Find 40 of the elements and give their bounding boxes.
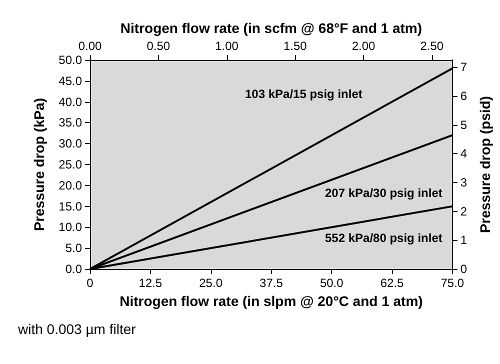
x-tick-label: 25.0 xyxy=(199,276,223,290)
x2-tick-label: 1.50 xyxy=(283,39,308,53)
annotation: 207 kPa/30 psig inlet xyxy=(325,186,442,200)
y2-tick-label: 3 xyxy=(460,176,468,190)
y-tick-label: 50.0 xyxy=(58,53,82,67)
y-tick-label: 40.0 xyxy=(58,94,82,109)
y-tick-label: 20.0 xyxy=(58,178,82,192)
y2-tick-label: 7 xyxy=(460,60,468,74)
y2-tick-label: 5 xyxy=(460,118,468,132)
x-tick-label: 62.5 xyxy=(380,276,404,290)
x2-tick-label: 0.00 xyxy=(78,39,102,53)
y-tick-label: 25.0 xyxy=(58,158,82,172)
x2-tick-label: 0.50 xyxy=(146,39,170,53)
x2-tick-label: 2.00 xyxy=(352,39,376,53)
y-axis-title: Pressure drop (kPa) xyxy=(31,98,47,232)
x-tick-label: 12.5 xyxy=(138,276,162,290)
annotation: 103 kPa/15 psig inlet xyxy=(245,87,362,101)
x-axis-title: Nitrogen flow rate (in slpm @ 20°C and 1 atm) xyxy=(120,292,423,309)
y-tick-label: 15.0 xyxy=(58,199,82,214)
x2-axis-title: Nitrogen flow rate (in scfm @ 68°F and 1 atm) xyxy=(120,20,422,36)
y-tick-label: 10.0 xyxy=(58,220,82,234)
y-tick-label: 30.0 xyxy=(58,136,82,151)
x-tick-label: 75.0 xyxy=(440,276,464,290)
y2-axis-title: Pressure drop (psid) xyxy=(477,96,493,233)
y-tick-label: 45.0 xyxy=(58,74,82,88)
x2-tick-label: 2.50 xyxy=(420,39,444,53)
x-tick-label: 50.0 xyxy=(320,276,344,290)
x-tick-label: 0 xyxy=(86,276,94,290)
text: with 0.003 µm filter xyxy=(17,321,136,337)
y2-tick-label: 6 xyxy=(460,89,468,104)
y-tick-label: 35.0 xyxy=(58,116,82,130)
y2-tick-label: 4 xyxy=(460,146,468,161)
y2-tick-label: 1 xyxy=(460,233,468,248)
x2-tick-label: 1.00 xyxy=(215,39,239,53)
annotation: 552 kPa/80 psig inlet xyxy=(325,231,442,245)
x-tick-label: 37.5 xyxy=(260,276,284,290)
y-tick-label: 0.0 xyxy=(65,262,82,276)
y2-tick-label: 0 xyxy=(460,262,468,276)
y-tick-label: 5.0 xyxy=(65,241,82,256)
y2-tick-label: 2 xyxy=(460,204,468,218)
